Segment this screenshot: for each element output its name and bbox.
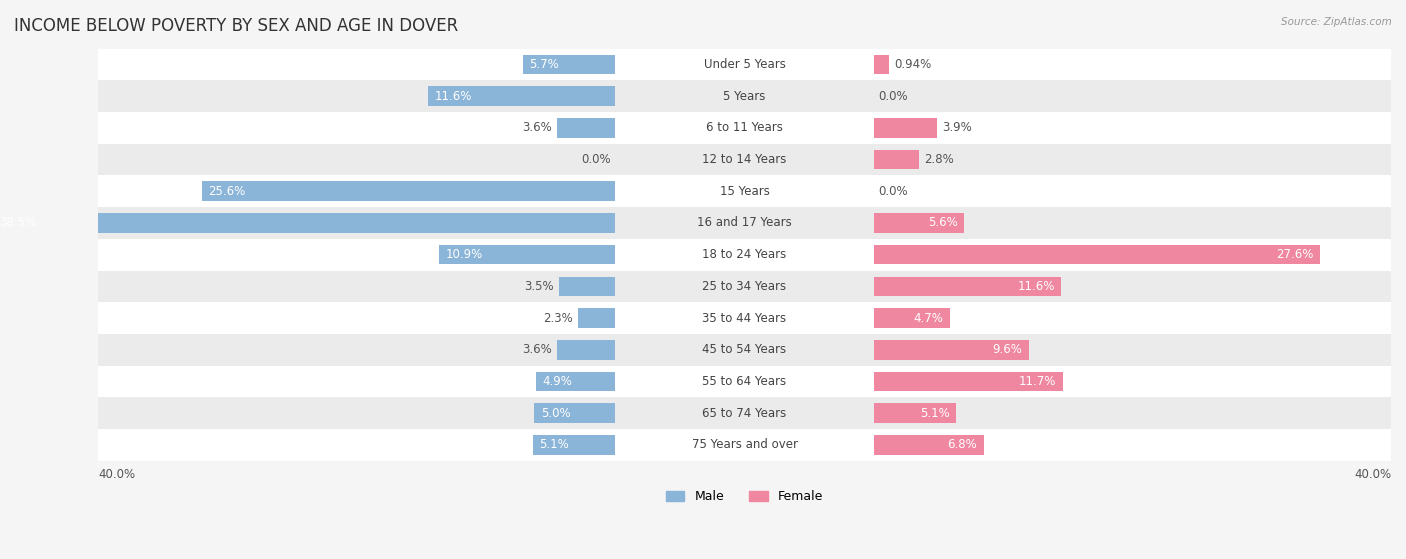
Text: 5 Years: 5 Years xyxy=(723,89,766,103)
Bar xyxy=(98,144,1391,176)
Bar xyxy=(557,118,616,138)
Text: 2.3%: 2.3% xyxy=(544,311,574,325)
Text: 11.6%: 11.6% xyxy=(434,89,471,103)
Bar xyxy=(875,245,1320,264)
Text: 27.6%: 27.6% xyxy=(1277,248,1313,261)
Text: 45 to 54 Years: 45 to 54 Years xyxy=(703,343,786,356)
Bar xyxy=(98,334,1391,366)
Bar xyxy=(557,340,616,359)
Text: 5.1%: 5.1% xyxy=(920,407,950,420)
Bar xyxy=(875,118,936,138)
Bar xyxy=(533,435,616,454)
Text: 12 to 14 Years: 12 to 14 Years xyxy=(703,153,787,166)
Bar xyxy=(439,245,616,264)
Text: 75 Years and over: 75 Years and over xyxy=(692,438,797,452)
Bar xyxy=(578,308,616,328)
Text: 11.7%: 11.7% xyxy=(1019,375,1056,388)
Text: INCOME BELOW POVERTY BY SEX AND AGE IN DOVER: INCOME BELOW POVERTY BY SEX AND AGE IN D… xyxy=(14,17,458,35)
Text: 3.9%: 3.9% xyxy=(942,121,972,134)
Bar xyxy=(98,112,1391,144)
Bar xyxy=(98,271,1391,302)
Bar xyxy=(98,207,1391,239)
Text: 3.5%: 3.5% xyxy=(524,280,554,293)
Text: 10.9%: 10.9% xyxy=(446,248,482,261)
Bar xyxy=(875,340,1029,359)
Bar xyxy=(98,239,1391,271)
Bar xyxy=(98,397,1391,429)
Text: 40.0%: 40.0% xyxy=(1354,468,1391,481)
Text: Source: ZipAtlas.com: Source: ZipAtlas.com xyxy=(1281,17,1392,27)
Text: 5.7%: 5.7% xyxy=(530,58,560,71)
Bar xyxy=(201,182,616,201)
Bar xyxy=(0,213,616,233)
Bar xyxy=(875,277,1062,296)
Text: 25 to 34 Years: 25 to 34 Years xyxy=(703,280,786,293)
Bar xyxy=(534,404,616,423)
Text: 4.9%: 4.9% xyxy=(543,375,572,388)
Bar xyxy=(875,213,965,233)
Bar xyxy=(875,435,984,454)
Text: 6.8%: 6.8% xyxy=(948,438,977,452)
Text: 0.94%: 0.94% xyxy=(894,58,931,71)
Bar xyxy=(875,55,889,74)
Bar xyxy=(98,80,1391,112)
Text: 35 to 44 Years: 35 to 44 Years xyxy=(703,311,786,325)
Text: 6 to 11 Years: 6 to 11 Years xyxy=(706,121,783,134)
Bar xyxy=(536,372,616,391)
Bar xyxy=(98,366,1391,397)
Text: 3.6%: 3.6% xyxy=(523,343,553,356)
Text: 15 Years: 15 Years xyxy=(720,184,769,198)
Text: 16 and 17 Years: 16 and 17 Years xyxy=(697,216,792,229)
Text: 3.6%: 3.6% xyxy=(523,121,553,134)
Text: 0.0%: 0.0% xyxy=(879,184,908,198)
Text: 5.0%: 5.0% xyxy=(541,407,571,420)
Text: 55 to 64 Years: 55 to 64 Years xyxy=(703,375,786,388)
Bar xyxy=(98,176,1391,207)
Text: 9.6%: 9.6% xyxy=(993,343,1022,356)
Text: 38.5%: 38.5% xyxy=(0,216,37,229)
Text: 0.0%: 0.0% xyxy=(879,89,908,103)
Text: 0.0%: 0.0% xyxy=(581,153,610,166)
Bar xyxy=(875,150,920,169)
Text: 5.6%: 5.6% xyxy=(928,216,957,229)
Text: 5.1%: 5.1% xyxy=(540,438,569,452)
Bar xyxy=(98,302,1391,334)
Legend: Male, Female: Male, Female xyxy=(661,485,828,508)
Text: 11.6%: 11.6% xyxy=(1018,280,1054,293)
Text: 65 to 74 Years: 65 to 74 Years xyxy=(703,407,787,420)
Bar xyxy=(98,429,1391,461)
Bar xyxy=(875,404,956,423)
Bar xyxy=(558,277,616,296)
Text: 4.7%: 4.7% xyxy=(914,311,943,325)
Text: 40.0%: 40.0% xyxy=(98,468,135,481)
Bar xyxy=(98,49,1391,80)
Text: 18 to 24 Years: 18 to 24 Years xyxy=(703,248,787,261)
Bar xyxy=(875,372,1063,391)
Text: 25.6%: 25.6% xyxy=(208,184,245,198)
Text: Under 5 Years: Under 5 Years xyxy=(703,58,786,71)
Text: 2.8%: 2.8% xyxy=(924,153,953,166)
Bar xyxy=(523,55,616,74)
Bar xyxy=(875,308,950,328)
Bar xyxy=(427,86,616,106)
